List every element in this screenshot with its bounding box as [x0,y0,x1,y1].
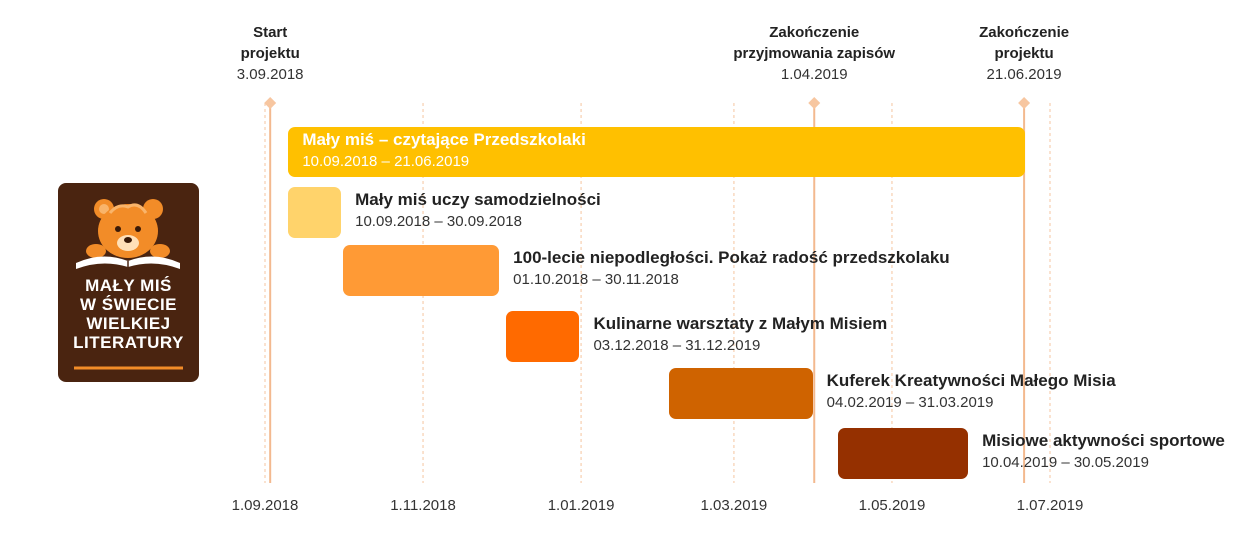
task-label: Mały miś – czytające Przedszkolaki 10.09.… [302,129,586,173]
task-bar [837,428,969,479]
task-date-range: 10.09.2018 – 21.06.2019 [302,153,470,170]
milestone: Zakończenie przyjmowania zapisów 1.04.201… [714,22,914,85]
task-name: Kulinarne warsztaty z Małym Misiem [593,314,888,333]
logo-line: W ŚWIECIE [79,295,178,314]
task-bar [669,368,813,419]
task-name: Mały miś uczy samodzielności [355,190,601,209]
project-logo: MAŁY MIŚ W ŚWIECIE WIELKIEJ LITERATURY [58,183,199,382]
axis-tick-label: 1.03.2019 [700,497,768,514]
task-label: Kuferek Kreatywności Małego Misia 04.02.2… [827,370,1116,414]
milestone-date: 21.06.2019 [986,66,1062,83]
axis-tick-label: 1.09.2018 [231,497,299,514]
axis-tick-label: 1.11.2018 [390,497,456,514]
milestone-date: 3.09.2018 [236,66,304,83]
milestone: Zakończenie projektu 21.06.2019 [924,22,1124,85]
milestone-title: Start projektu [240,24,300,62]
task-bar [505,311,580,362]
task-label: 100-lecie niepodległości. Pokaż radość p… [513,247,950,291]
milestone: Start projektu 3.09.2018 [170,22,370,85]
task-bar [288,127,1026,177]
axis-tick-label: 1.01.2019 [547,497,615,514]
task-name: Kuferek Kreatywności Małego Misia [826,371,1116,390]
task-bar [342,245,500,296]
milestone-marker [1018,97,1031,109]
logo-line: MAŁY MIŚ [85,276,172,295]
logo-line: LITERATURY [73,333,184,352]
task-label: Misiowe aktywności sportowe 10.04.2019 – … [982,430,1225,474]
task-bar [288,187,342,238]
task-date-range: 04.02.2019 – 31.03.2019 [826,394,994,411]
task-name: Misiowe aktywności sportowe [982,431,1225,450]
axis-tick-label: 1.05.2019 [858,497,926,514]
task-label: Mały miś uczy samodzielności 10.09.2018 –… [355,189,601,233]
milestone-title: Zakończenie przyjmowania zapisów [733,24,896,62]
task-label: Kulinarne warsztaty z Małym Misiem 03.12.… [593,313,887,357]
milestone-title: Zakończenie projektu [979,24,1070,62]
bear-icon [76,199,180,269]
task-date-range: 10.09.2018 – 30.09.2018 [355,213,522,230]
axis-tick-label: 1.07.2019 [1016,497,1084,514]
milestone-date: 1.04.2019 [780,66,848,83]
task-date-range: 03.12.2018 – 31.12.2019 [593,337,761,354]
milestone-marker [808,97,821,109]
logo-text: MAŁY MIŚ W ŚWIECIE WIELKIEJ LITERATURY [58,276,199,352]
task-date-range: 01.10.2018 – 30.11.2018 [513,271,679,288]
task-date-range: 10.04.2019 – 30.05.2019 [982,454,1149,471]
task-name: 100-lecie niepodległości. Pokaż radość p… [513,248,950,267]
logo-line: WIELKIEJ [86,314,171,333]
milestone-marker [264,97,277,109]
task-name: Mały miś – czytające Przedszkolaki [302,130,586,149]
